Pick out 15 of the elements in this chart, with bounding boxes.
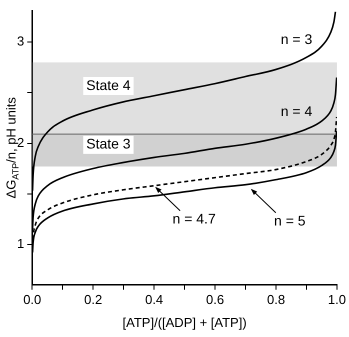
x-tick-label: 1.0 xyxy=(328,292,346,308)
x-tick-label: 0.0 xyxy=(23,292,42,308)
x-tick-label: 0.2 xyxy=(84,292,102,308)
annotation: n = 5 xyxy=(274,212,306,229)
annotation: n = 4.7 xyxy=(172,210,216,227)
x-axis-title: [ATP]/([ADP] + [ATP]) xyxy=(122,314,247,330)
y-tick-label: 1 xyxy=(16,236,24,251)
series-label: n = 4 xyxy=(280,102,312,119)
band-label: State 4 xyxy=(86,76,131,93)
series-label: n = 3 xyxy=(280,31,312,48)
band-label: State 3 xyxy=(86,136,131,152)
x-tick-label: 0.4 xyxy=(145,292,164,308)
x-tick-label: 0.8 xyxy=(266,292,286,308)
x-tick-label: 0.6 xyxy=(206,292,224,308)
y-tick-label: 3 xyxy=(16,34,24,49)
